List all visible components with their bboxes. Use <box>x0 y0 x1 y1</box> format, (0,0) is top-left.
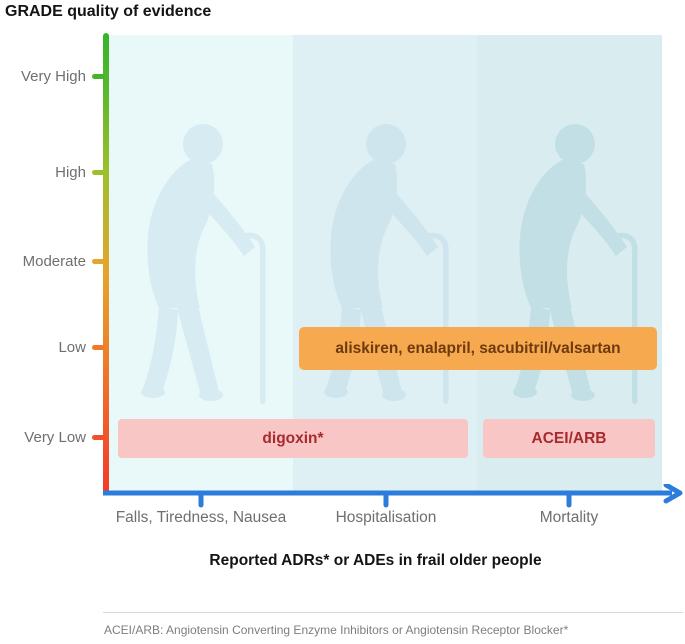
y-tick-label: Low <box>58 339 86 356</box>
annotation-label: aliskiren, enalapril, sacubitril/valsart… <box>335 339 621 357</box>
x-axis-arrow <box>103 484 683 508</box>
annotation-label: digoxin* <box>262 429 324 447</box>
plot-panel-mortality <box>477 35 662 491</box>
elder-with-cane-icon <box>140 120 270 410</box>
y-tick-moderate <box>92 259 105 264</box>
annotation-box-digoxin: digoxin* <box>118 419 468 458</box>
annotation-box-aliskiren: aliskiren, enalapril, sacubitril/valsart… <box>299 327 657 370</box>
footnote: ACEI/ARB: Angiotensin Converting Enzyme … <box>104 623 569 637</box>
y-axis-gradient-bar <box>103 33 109 492</box>
chart-title: GRADE quality of evidence <box>5 3 212 20</box>
x-tick-label: Falls, Tiredness, Nausea <box>115 509 287 526</box>
annotation-label: ACEI/ARB <box>531 429 607 447</box>
arrow-head-icon <box>663 484 683 504</box>
y-tick-low <box>92 345 105 350</box>
y-tick-label: Moderate <box>22 253 86 270</box>
x-tick-label: Hospitalisation <box>335 509 437 526</box>
y-tick-very-low <box>92 435 105 440</box>
footnote-divider <box>103 612 683 613</box>
y-tick-label: High <box>55 164 86 181</box>
y-tick-very-high <box>92 74 105 79</box>
y-tick-high <box>92 170 105 175</box>
y-tick-label: Very High <box>20 68 86 85</box>
x-tick-label: Mortality <box>539 509 599 526</box>
x-axis-title: Reported ADRs* or ADEs in frail older pe… <box>209 552 542 569</box>
y-tick-label: Very Low <box>24 429 86 446</box>
annotation-box-acei-arb: ACEI/ARB <box>483 419 655 458</box>
